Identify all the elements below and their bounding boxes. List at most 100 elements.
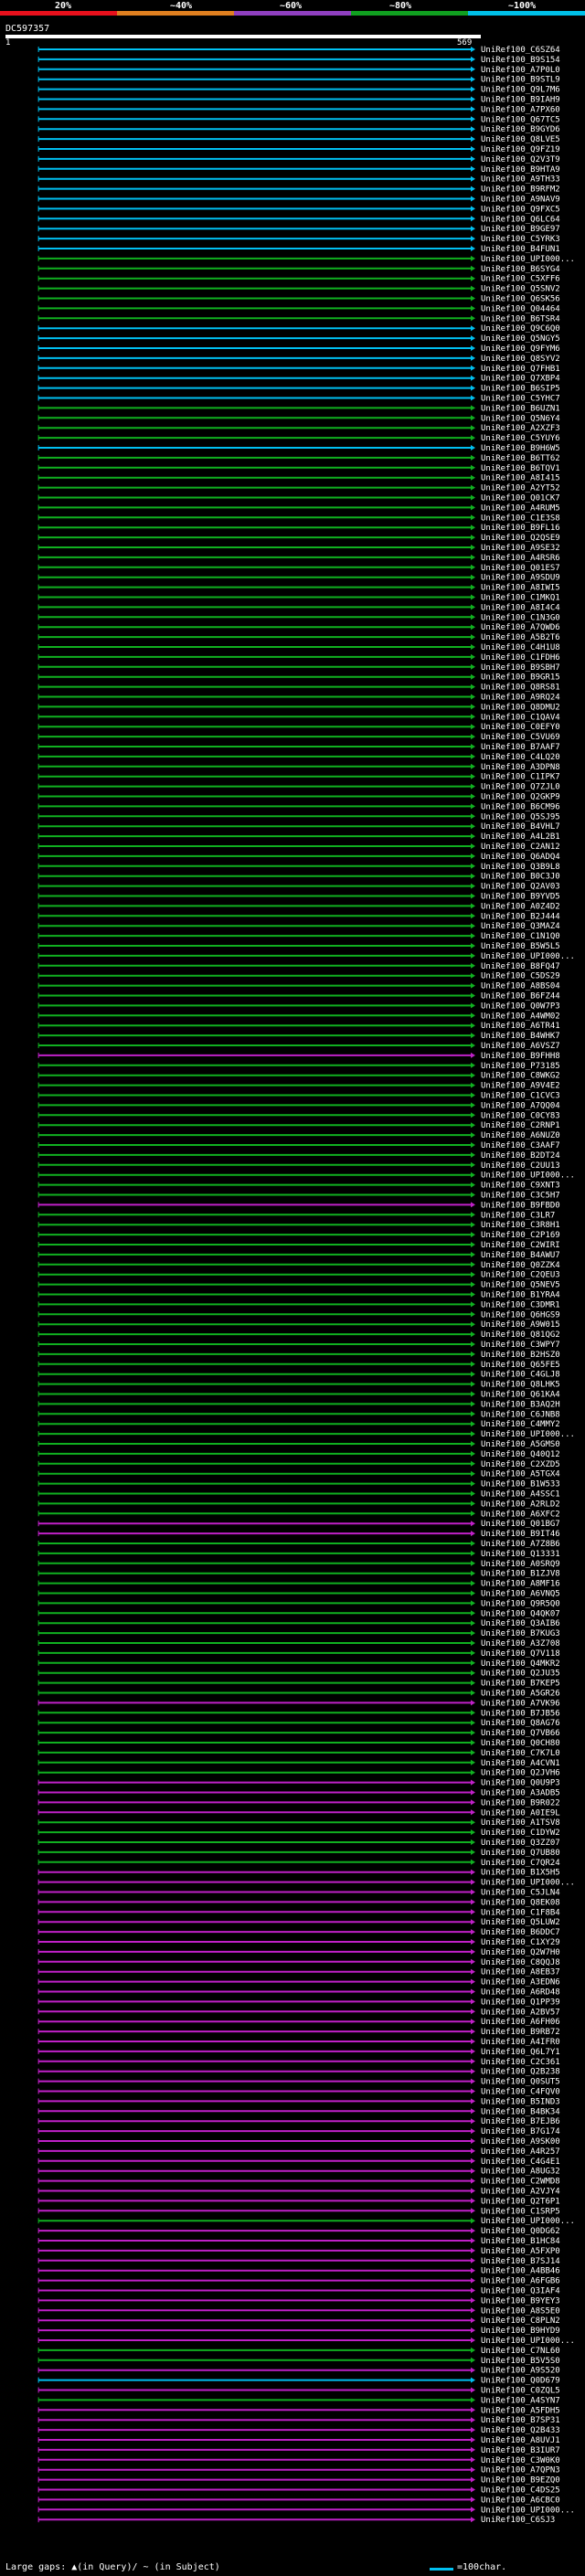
hit-row: UniRef100_B6UZN1 bbox=[37, 404, 560, 413]
hit-row: UniRef100_C8PLN2 bbox=[37, 2316, 560, 2326]
hit-arrow bbox=[471, 1023, 475, 1029]
hit-row: UniRef100_B4BK34 bbox=[37, 2107, 560, 2116]
footer-scale-text: =100char. bbox=[457, 2562, 507, 2572]
hit-label: UniRef100_Q3B9L8 bbox=[481, 863, 560, 872]
hit-row: UniRef100_Q8AG76 bbox=[37, 1719, 560, 1728]
hit-arrow bbox=[471, 1829, 475, 1836]
hit-row: UniRef100_A1TSV8 bbox=[37, 1818, 560, 1828]
hit-row: UniRef100_B7SJ14 bbox=[37, 2257, 560, 2266]
hit-arrow bbox=[471, 405, 475, 411]
hit-arrow bbox=[471, 2178, 475, 2184]
hit-row: UniRef100_C6SZ64 bbox=[37, 46, 560, 55]
hit-row: UniRef100_Q61KA4 bbox=[37, 1391, 560, 1400]
hit-row: UniRef100_B4WHK7 bbox=[37, 1032, 560, 1041]
hit-arrow bbox=[471, 325, 475, 332]
hit-label: UniRef100_A1TSV8 bbox=[481, 1818, 560, 1828]
hit-label: UniRef100_A6RD48 bbox=[481, 1988, 560, 1998]
hit-row: UniRef100_C1QAV4 bbox=[37, 713, 560, 722]
hit-label: UniRef100_A2VJY4 bbox=[481, 2188, 560, 2197]
footer-gaps-text: Large gaps: ▲(in Query)/ ~ (in Subject) bbox=[5, 2562, 220, 2572]
query-bar bbox=[5, 35, 481, 38]
hit-arrow bbox=[471, 2128, 475, 2135]
hit-label: UniRef100_C1CVC3 bbox=[481, 1092, 560, 1101]
hit-label: UniRef100_A4L2B1 bbox=[481, 832, 560, 842]
hit-row: UniRef100_B1W533 bbox=[37, 1480, 560, 1489]
hit-arrow bbox=[471, 545, 475, 550]
hit-label: UniRef100_Q2AV03 bbox=[481, 883, 560, 892]
hit-label: UniRef100_UPI000... bbox=[481, 2217, 575, 2226]
hit-label: UniRef100_Q7XBP4 bbox=[481, 375, 560, 384]
hit-arrow bbox=[471, 2108, 475, 2115]
hit-row: UniRef100_C4H1U8 bbox=[37, 643, 560, 652]
hit-arrow bbox=[471, 2357, 475, 2363]
hit-label: UniRef100_C2QEU3 bbox=[481, 1271, 560, 1280]
hit-row: UniRef100_A8S5E0 bbox=[37, 2306, 560, 2316]
hit-label: UniRef100_UPI000... bbox=[481, 1879, 575, 1888]
hit-row: UniRef100_A4SSC1 bbox=[37, 1490, 560, 1500]
hit-arrow bbox=[471, 1590, 475, 1596]
hit-arrow bbox=[471, 1182, 475, 1188]
hit-row: UniRef100_A2BV57 bbox=[37, 2008, 560, 2017]
hit-arrow bbox=[471, 1222, 475, 1228]
hit-label: UniRef100_Q0U9P3 bbox=[481, 1779, 560, 1788]
hit-arrow bbox=[471, 972, 475, 979]
hit-row: UniRef100_C5YRK3 bbox=[37, 235, 560, 244]
chart-header: 20% ~40% ~60% ~80% ~100% DC597357 1 569 bbox=[0, 0, 585, 55]
hit-arrow bbox=[471, 315, 475, 322]
hit-arrow bbox=[471, 216, 475, 222]
hit-arrow bbox=[471, 2496, 475, 2503]
hit-label: UniRef100_A2YT52 bbox=[481, 484, 560, 493]
hit-label: UniRef100_Q2JVH6 bbox=[481, 1769, 560, 1778]
hit-label: UniRef100_A7P0L0 bbox=[481, 66, 560, 75]
hit-arrow bbox=[471, 2208, 475, 2214]
hit-label: UniRef100_C5YHC7 bbox=[481, 395, 560, 404]
hit-label: UniRef100_Q5LUW2 bbox=[481, 1918, 560, 1927]
hit-arrow bbox=[471, 2456, 475, 2463]
hit-arrow bbox=[471, 2039, 475, 2044]
hit-label: UniRef100_C6JNB8 bbox=[481, 1410, 560, 1419]
hit-row: UniRef100_Q9R5Q0 bbox=[37, 1599, 560, 1608]
hit-row: UniRef100_B9H6W5 bbox=[37, 444, 560, 453]
hit-label: UniRef100_C7QR24 bbox=[481, 1859, 560, 1868]
hit-label: UniRef100_C0CY83 bbox=[481, 1111, 560, 1120]
hit-arrow bbox=[471, 1291, 475, 1298]
hit-arrow bbox=[471, 2118, 475, 2125]
hit-label: UniRef100_A9SK00 bbox=[481, 2137, 560, 2147]
hit-arrow bbox=[471, 2397, 475, 2403]
hit-label: UniRef100_C4FQV0 bbox=[481, 2088, 560, 2097]
hit-row: UniRef100_Q81QG2 bbox=[37, 1330, 560, 1340]
hit-label: UniRef100_C5DS29 bbox=[481, 972, 560, 981]
hit-arrow bbox=[471, 1043, 475, 1048]
hit-arrow bbox=[471, 1251, 475, 1257]
hit-arrow bbox=[471, 2417, 475, 2423]
hit-label: UniRef100_C4H1U8 bbox=[481, 643, 560, 652]
hit-arrow bbox=[471, 66, 475, 72]
hit-label: UniRef100_Q2B238 bbox=[481, 2068, 560, 2077]
hit-label: UniRef100_C4MMY2 bbox=[481, 1420, 560, 1429]
hit-arrow bbox=[471, 1361, 475, 1367]
hit-label: UniRef100_C3LR7 bbox=[481, 1211, 555, 1220]
hit-label: UniRef100_C2WMD8 bbox=[481, 2178, 560, 2187]
hit-arrow bbox=[471, 2277, 475, 2284]
hit-arrow bbox=[471, 843, 475, 849]
hit-label: UniRef100_Q9FZ19 bbox=[481, 145, 560, 154]
hit-label: UniRef100_A4WM02 bbox=[481, 1012, 560, 1021]
hit-arrow bbox=[471, 1012, 475, 1019]
hit-arrow bbox=[471, 1511, 475, 1517]
hit-label: UniRef100_B9RFM2 bbox=[481, 186, 560, 195]
hit-row: UniRef100_C3LR7 bbox=[37, 1211, 555, 1220]
hit-label: UniRef100_A5TGX4 bbox=[481, 1470, 560, 1479]
hit-row: UniRef100_Q0W7P3 bbox=[37, 1002, 560, 1011]
hit-arrow bbox=[471, 2138, 475, 2144]
hit-row: UniRef100_A6VSZ7 bbox=[37, 1042, 560, 1051]
hit-row: UniRef100_A7P0L0 bbox=[37, 66, 560, 75]
hit-arrow bbox=[471, 604, 475, 610]
hit-arrow bbox=[471, 355, 475, 361]
hit-label: UniRef100_B6FZ44 bbox=[481, 992, 560, 1002]
hit-label: UniRef100_B5IND3 bbox=[481, 2097, 560, 2106]
hit-label: UniRef100_A8IWI5 bbox=[481, 584, 560, 593]
hit-label: UniRef100_B4WHK7 bbox=[481, 1032, 560, 1041]
hit-label: UniRef100_B9R022 bbox=[481, 1798, 560, 1807]
hit-label: UniRef100_C1N1Q0 bbox=[481, 932, 560, 941]
hit-row: UniRef100_A8I4C4 bbox=[37, 603, 560, 612]
